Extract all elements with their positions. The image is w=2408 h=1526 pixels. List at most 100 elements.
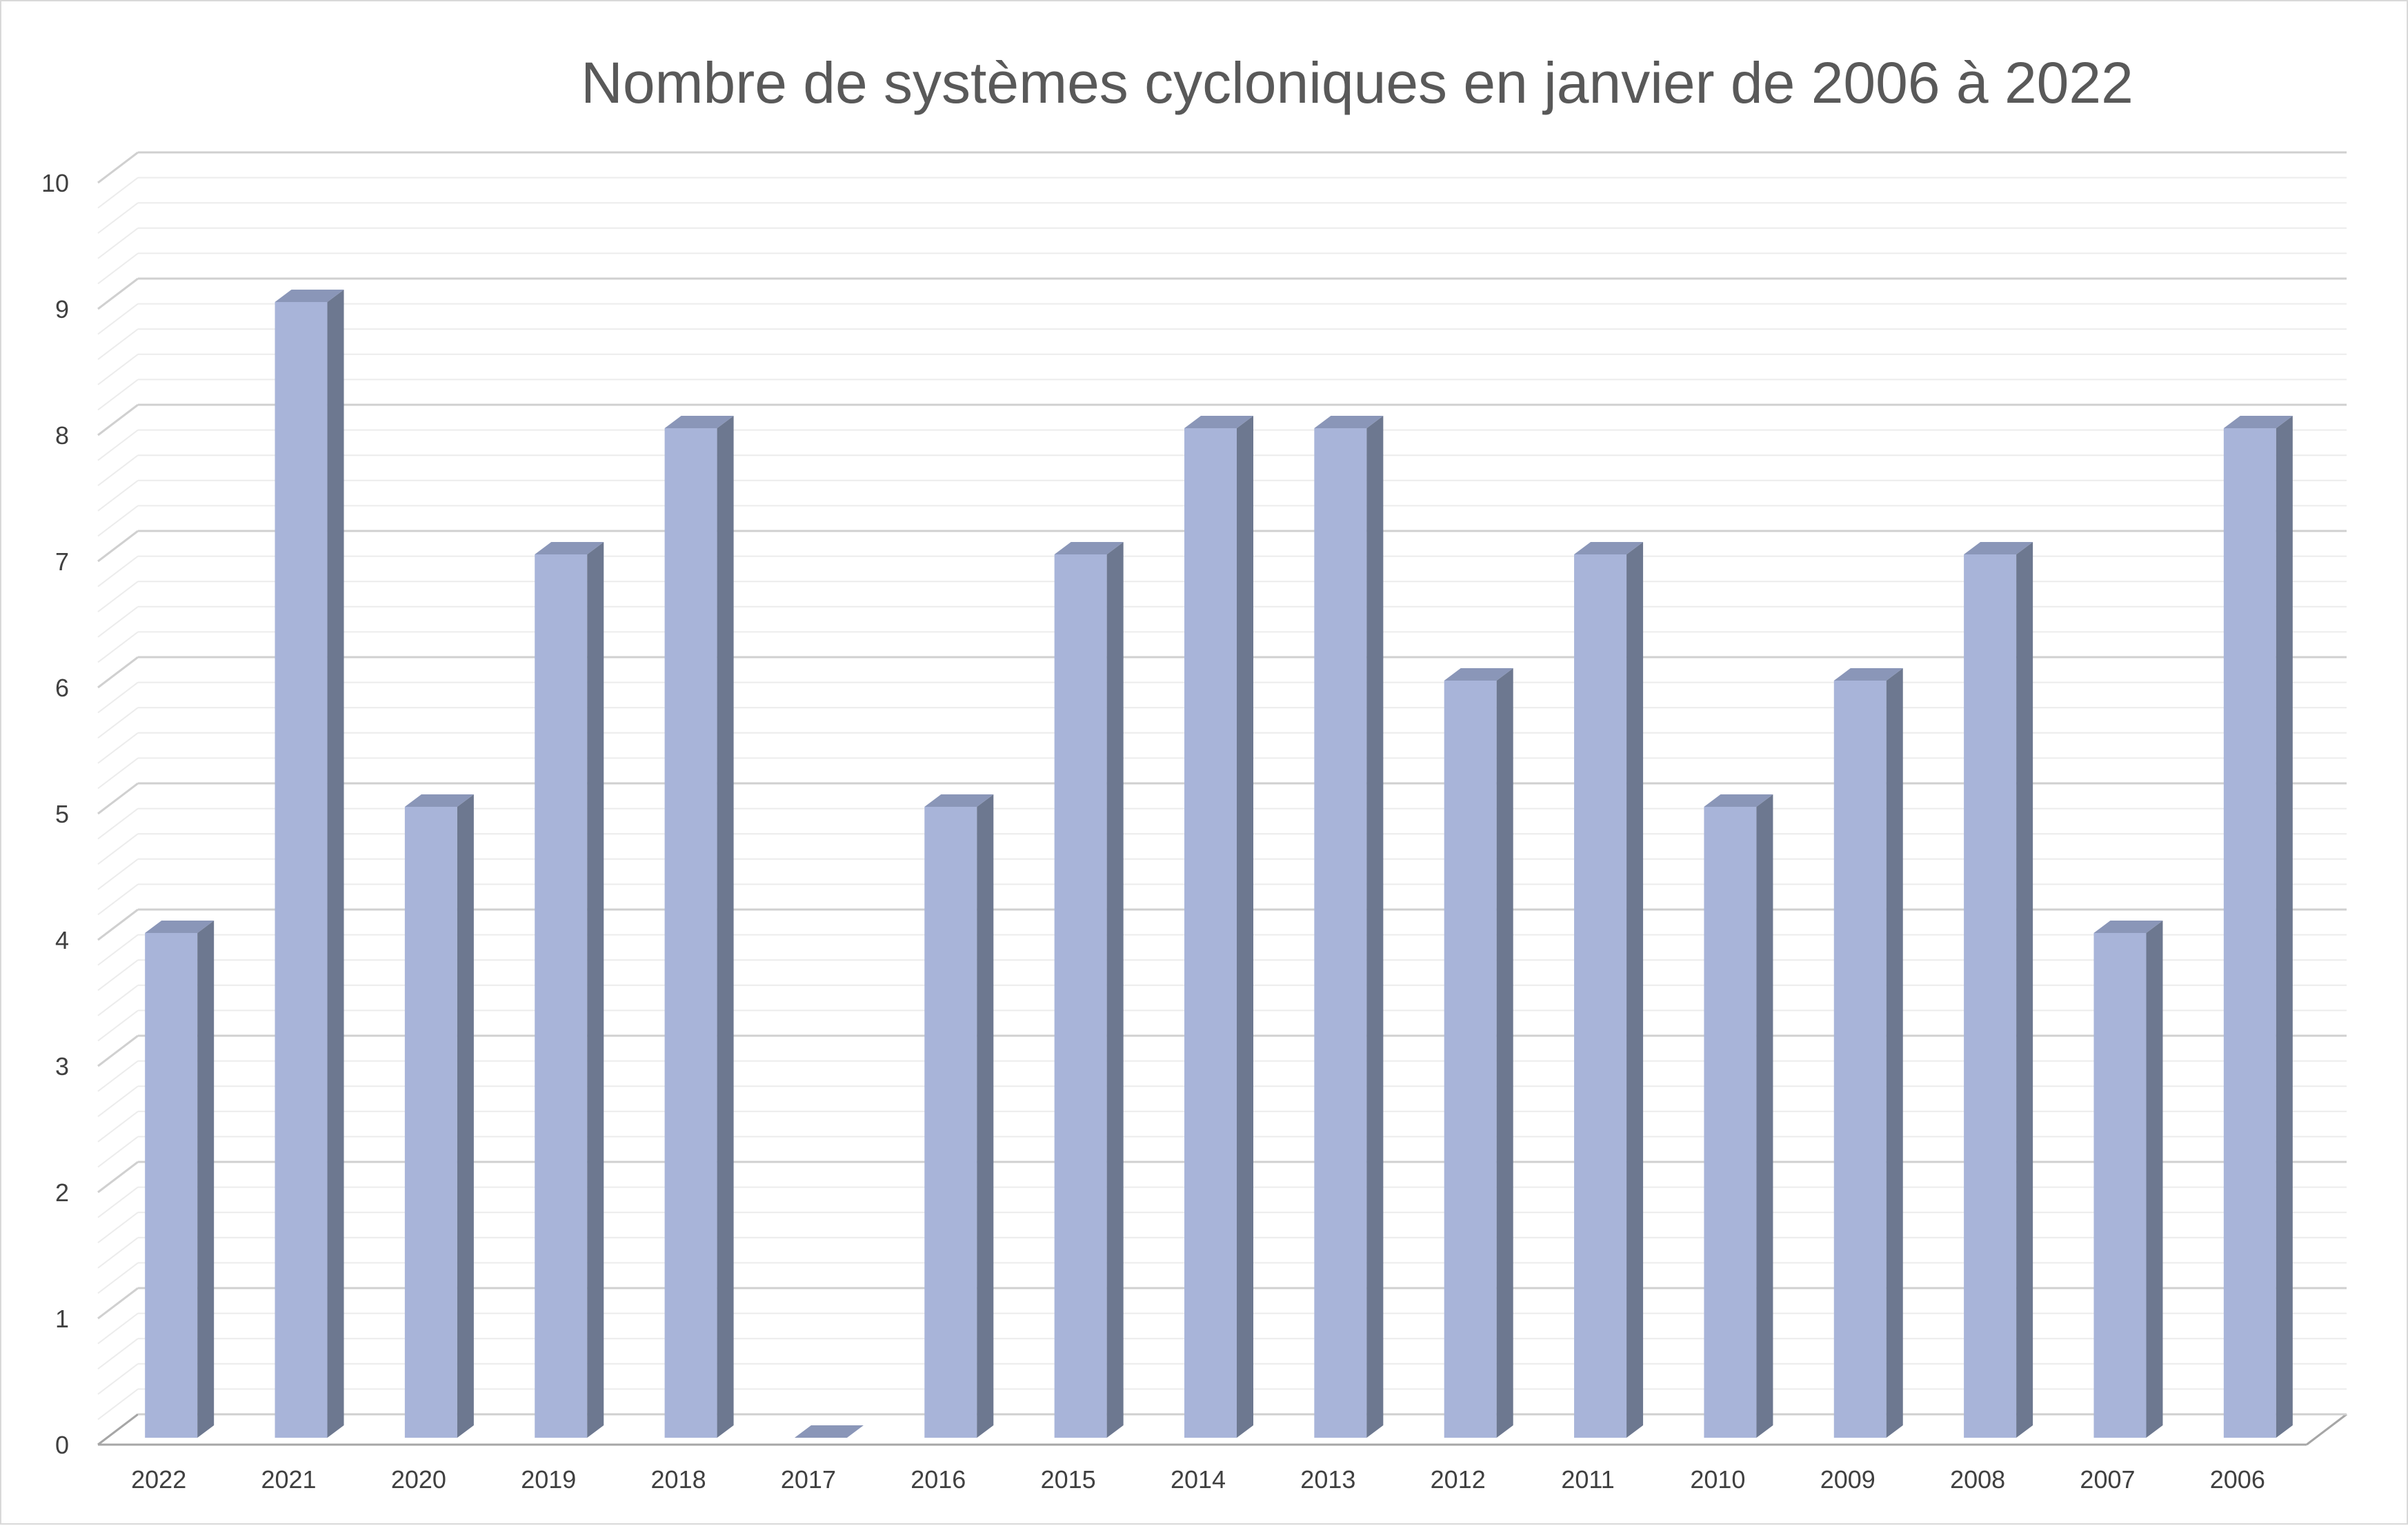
bar-side (2016, 542, 2033, 1438)
bar-front (1184, 428, 1237, 1438)
x-axis-ticks: 2022 2021 2020 2019 2018 2017 2016 2015 2014 2013… (131, 1465, 2265, 1494)
bar-front (145, 933, 198, 1438)
bar-side (977, 794, 994, 1438)
bar-2008 (1964, 542, 2033, 1438)
bar-front (275, 302, 328, 1438)
bar-2015 (1054, 542, 1124, 1438)
y-tick-label: 3 (55, 1052, 69, 1081)
major-gridline-side (97, 151, 139, 184)
minor-gridline-side (97, 807, 139, 840)
bar-2017 (794, 1425, 864, 1438)
bar-top (1964, 542, 2033, 554)
bar-side (1886, 668, 1903, 1438)
minor-gridline-side (97, 228, 139, 259)
bar-top (924, 794, 994, 807)
bar-front (924, 807, 977, 1438)
x-tick-label: 2013 (1300, 1465, 1355, 1494)
minor-gridline-side (97, 328, 139, 360)
bar-front (1704, 807, 1757, 1438)
bar-top (1184, 416, 1253, 428)
x-tick-label: 2017 (781, 1465, 836, 1494)
bar-top (2223, 416, 2293, 428)
bar-side (1237, 416, 1253, 1438)
major-gridline-side (97, 1287, 139, 1320)
bar-front (1574, 554, 1627, 1438)
y-tick-label: 4 (55, 926, 69, 954)
y-tick-label: 1 (55, 1305, 69, 1333)
bar-2011 (1574, 542, 1644, 1438)
bar-side (197, 921, 215, 1438)
bar-top (404, 794, 474, 807)
y-tick-label: 0 (55, 1431, 69, 1459)
minor-gridline-side (97, 1212, 139, 1243)
bar-2018 (664, 416, 734, 1438)
bar-top (1054, 542, 1124, 554)
x-tick-label: 2015 (1041, 1465, 1096, 1494)
x-tick-label: 2014 (1171, 1465, 1226, 1494)
x-tick-label: 2019 (521, 1465, 576, 1494)
bar-front (2093, 933, 2147, 1438)
bar-side (457, 794, 474, 1438)
bar-front (2223, 428, 2276, 1438)
minor-gridline-side (97, 1388, 139, 1420)
bar-front (1833, 681, 1887, 1438)
major-gridline-side (97, 403, 139, 436)
x-tick-label: 2007 (2080, 1465, 2135, 1494)
y-tick-label: 2 (55, 1178, 69, 1207)
minor-gridline-side (97, 1111, 139, 1143)
x-tick-label: 2012 (1431, 1465, 1486, 1494)
minor-gridline-side (97, 177, 139, 209)
minor-gridline-side (97, 1186, 139, 1218)
bar-top (664, 416, 734, 428)
bar-front (1314, 428, 1367, 1438)
minor-gridline-side (97, 1312, 139, 1345)
minor-gridline-side (97, 202, 139, 234)
major-gridline-side (97, 277, 139, 310)
bar-front (1054, 554, 1107, 1438)
bar-2007 (2093, 921, 2163, 1438)
y-tick-label: 6 (55, 674, 69, 702)
bars (145, 290, 2293, 1438)
bar-side (717, 416, 734, 1438)
bar-2019 (535, 542, 604, 1438)
x-tick-label: 2008 (1950, 1465, 2005, 1494)
minor-gridline-side (97, 555, 139, 588)
bar-top (1444, 668, 1513, 681)
minor-gridline-side (97, 1262, 139, 1294)
minor-gridline-side (97, 429, 139, 461)
bar-2022 (145, 921, 215, 1438)
floor-right-edge (2306, 1413, 2347, 1446)
bar-2014 (1184, 416, 1253, 1438)
bar-side (1106, 542, 1124, 1438)
minor-gridline-side (97, 379, 139, 411)
bar-side (587, 542, 604, 1438)
bar-top (1833, 668, 1903, 681)
bar-side (327, 290, 344, 1438)
minor-gridline-side (97, 732, 139, 764)
bar-2013 (1314, 416, 1384, 1438)
y-tick-label: 7 (55, 548, 69, 576)
bar-front (404, 807, 457, 1438)
minor-gridline-side (97, 681, 139, 714)
minor-gridline-side (97, 252, 139, 285)
minor-gridline-side (97, 985, 139, 1016)
bar-top (794, 1425, 864, 1438)
minor-gridline-side (97, 606, 139, 638)
minor-gridline-side (97, 1237, 139, 1269)
bar-side (1756, 794, 1773, 1438)
bar-2020 (404, 794, 474, 1438)
bar-front (535, 554, 588, 1438)
minor-gridline-side (97, 1060, 139, 1092)
major-gridline-side (97, 1161, 139, 1194)
bar-side (2276, 416, 2293, 1438)
x-tick-label: 2010 (1690, 1465, 1745, 1494)
bar-top (1314, 416, 1384, 428)
bar-top (275, 290, 344, 302)
floor-left-edge (97, 1413, 139, 1446)
minor-gridline-side (97, 833, 139, 865)
bar-top (535, 542, 604, 554)
bar-side (1626, 542, 1644, 1438)
minor-gridline-side (97, 354, 139, 385)
